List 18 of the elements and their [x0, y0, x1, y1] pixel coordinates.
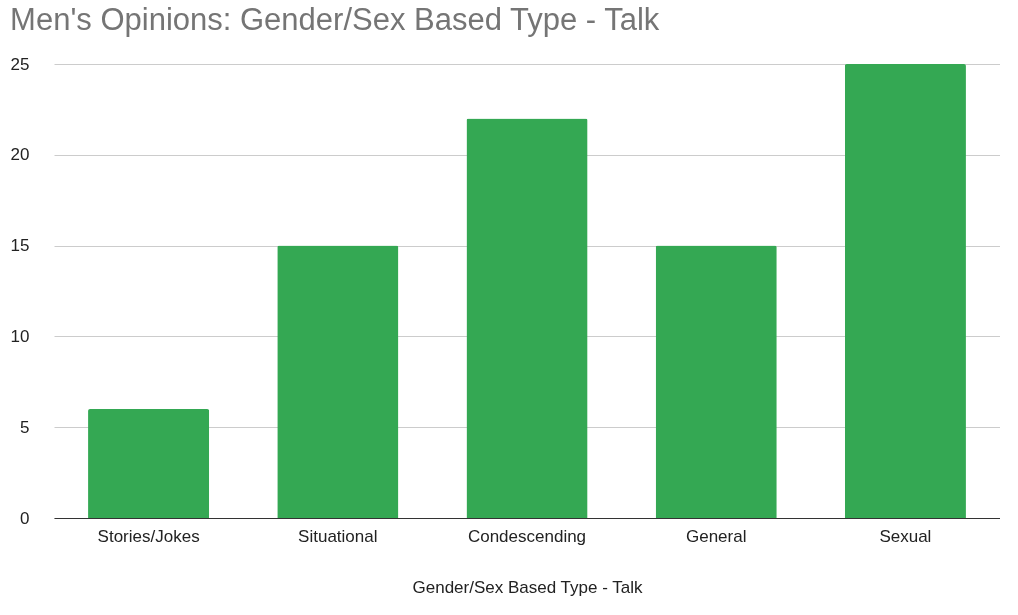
y-tick-label: 15 — [10, 236, 30, 256]
x-axis-title: Gender/Sex Based Type - Talk — [412, 577, 643, 597]
bar — [655, 245, 777, 518]
x-tick-label: General — [685, 526, 747, 546]
y-tick-label: 25 — [10, 54, 30, 74]
y-tick-label: 5 — [20, 417, 30, 437]
bar — [844, 64, 966, 518]
bar — [466, 118, 588, 518]
bar — [277, 245, 399, 518]
bar — [88, 409, 210, 518]
x-tick-label: Stories/Jokes — [97, 526, 200, 546]
chart-title: Men's Opinions: Gender/Sex Based Type - Talk — [10, 2, 660, 37]
x-tick-label: Sexual — [879, 526, 932, 546]
y-tick-label: 20 — [10, 145, 30, 165]
y-tick-label: 10 — [10, 326, 30, 346]
x-tick-label: Condescending — [467, 526, 587, 546]
x-tick-label: Situational — [298, 526, 378, 546]
y-tick-label: 0 — [20, 508, 30, 528]
